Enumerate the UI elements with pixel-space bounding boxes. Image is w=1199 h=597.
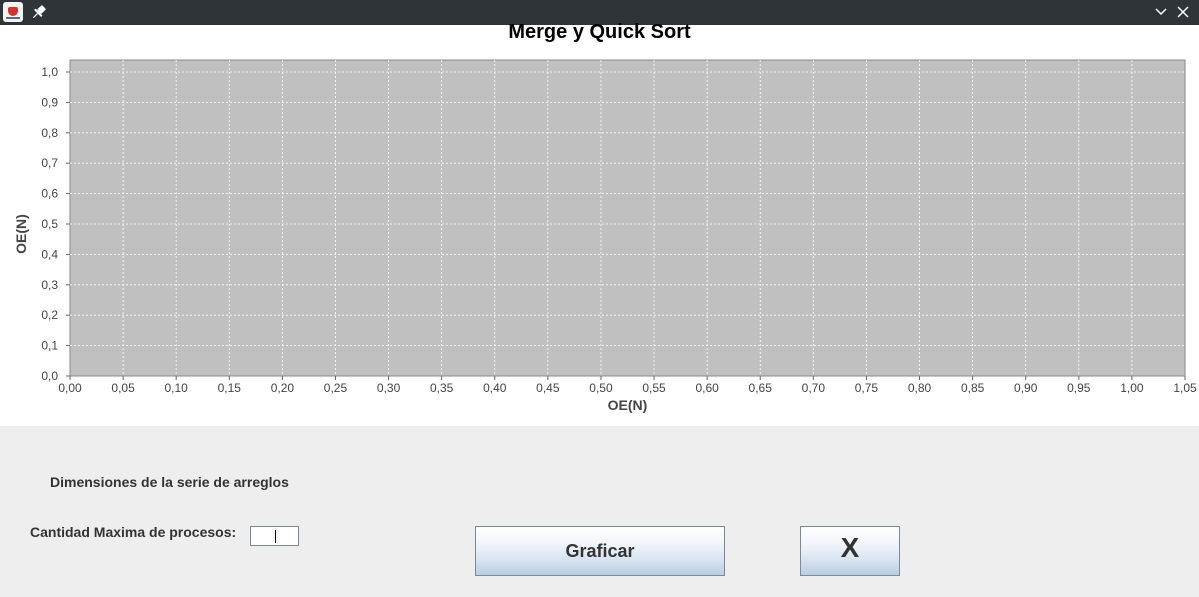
close-icon[interactable] xyxy=(1174,3,1192,21)
window-titlebar xyxy=(0,0,1199,25)
plot-area xyxy=(69,59,1186,377)
x-tick-label: 0,25 xyxy=(324,381,348,395)
chart-title: Merge y Quick Sort xyxy=(508,21,691,43)
x-tick-label: 1,00 xyxy=(1120,381,1144,395)
x-tick-label: 0,45 xyxy=(536,381,560,395)
x-tick-label: 0,75 xyxy=(855,381,879,395)
chart-panel: 0,00 0,05 0,10 0,15 0,20 0,25 0,30 0,35 0,40 0,45… xyxy=(0,25,1199,426)
x-tick-label: 1,05 xyxy=(1173,381,1197,395)
y-axis-label: OE(N) xyxy=(13,214,29,254)
y-tick-label: 0,6 xyxy=(41,187,58,201)
x-tick-label: 0,35 xyxy=(430,381,454,395)
text-caret xyxy=(275,530,276,543)
pin-icon[interactable] xyxy=(30,3,48,21)
y-tick-label: 0,2 xyxy=(41,308,58,322)
x-tick-label: 0,95 xyxy=(1067,381,1091,395)
y-tick-label: 0,3 xyxy=(41,278,58,292)
x-axis-label: OE(N) xyxy=(608,397,648,413)
x-tick-label: 0,40 xyxy=(483,381,507,395)
x-tick-label: 0,60 xyxy=(695,381,719,395)
x-tick-label: 0,65 xyxy=(749,381,773,395)
y-tick-label: 0,7 xyxy=(41,156,58,170)
y-tick-label: 0,9 xyxy=(41,95,58,109)
y-tick-label: 0,0 xyxy=(41,369,58,383)
x-tick-label: 0,90 xyxy=(1014,381,1038,395)
x-tick-label: 0,05 xyxy=(111,381,135,395)
graficar-button[interactable]: Graficar xyxy=(475,526,725,576)
y-tick-label: 0,1 xyxy=(41,339,58,353)
x-tick-label: 0,80 xyxy=(908,381,932,395)
close-x-button[interactable]: X xyxy=(800,526,900,576)
max-processes-label: Cantidad Maxima de procesos: xyxy=(30,524,237,540)
y-tick-label: 0,5 xyxy=(41,217,58,231)
chevron-down-icon[interactable] xyxy=(1152,3,1170,21)
x-tick-label: 0,15 xyxy=(218,381,242,395)
x-tick-label: 0,10 xyxy=(165,381,189,395)
y-tick-label: 0,8 xyxy=(41,126,58,140)
x-tick-label: 0,20 xyxy=(271,381,295,395)
max-processes-input-box[interactable] xyxy=(250,526,299,547)
x-tick-label: 0,70 xyxy=(802,381,826,395)
java-app-icon[interactable] xyxy=(3,2,23,22)
x-tick-label: 0,55 xyxy=(642,381,666,395)
x-tick-label: 0,30 xyxy=(377,381,401,395)
x-tick-label: 0,50 xyxy=(589,381,613,395)
chart-svg: 0,00 0,05 0,10 0,15 0,20 0,25 0,30 0,35 0,40 0,45… xyxy=(13,59,1197,413)
y-tick-label: 1,0 xyxy=(41,65,58,79)
max-processes-input[interactable] xyxy=(251,528,298,547)
series-dimensions-label: Dimensiones de la serie de arreglos xyxy=(50,474,289,490)
x-tick-label: 0,00 xyxy=(58,381,82,395)
y-tick-label: 0,4 xyxy=(41,247,58,261)
x-tick-label: 0,85 xyxy=(961,381,985,395)
